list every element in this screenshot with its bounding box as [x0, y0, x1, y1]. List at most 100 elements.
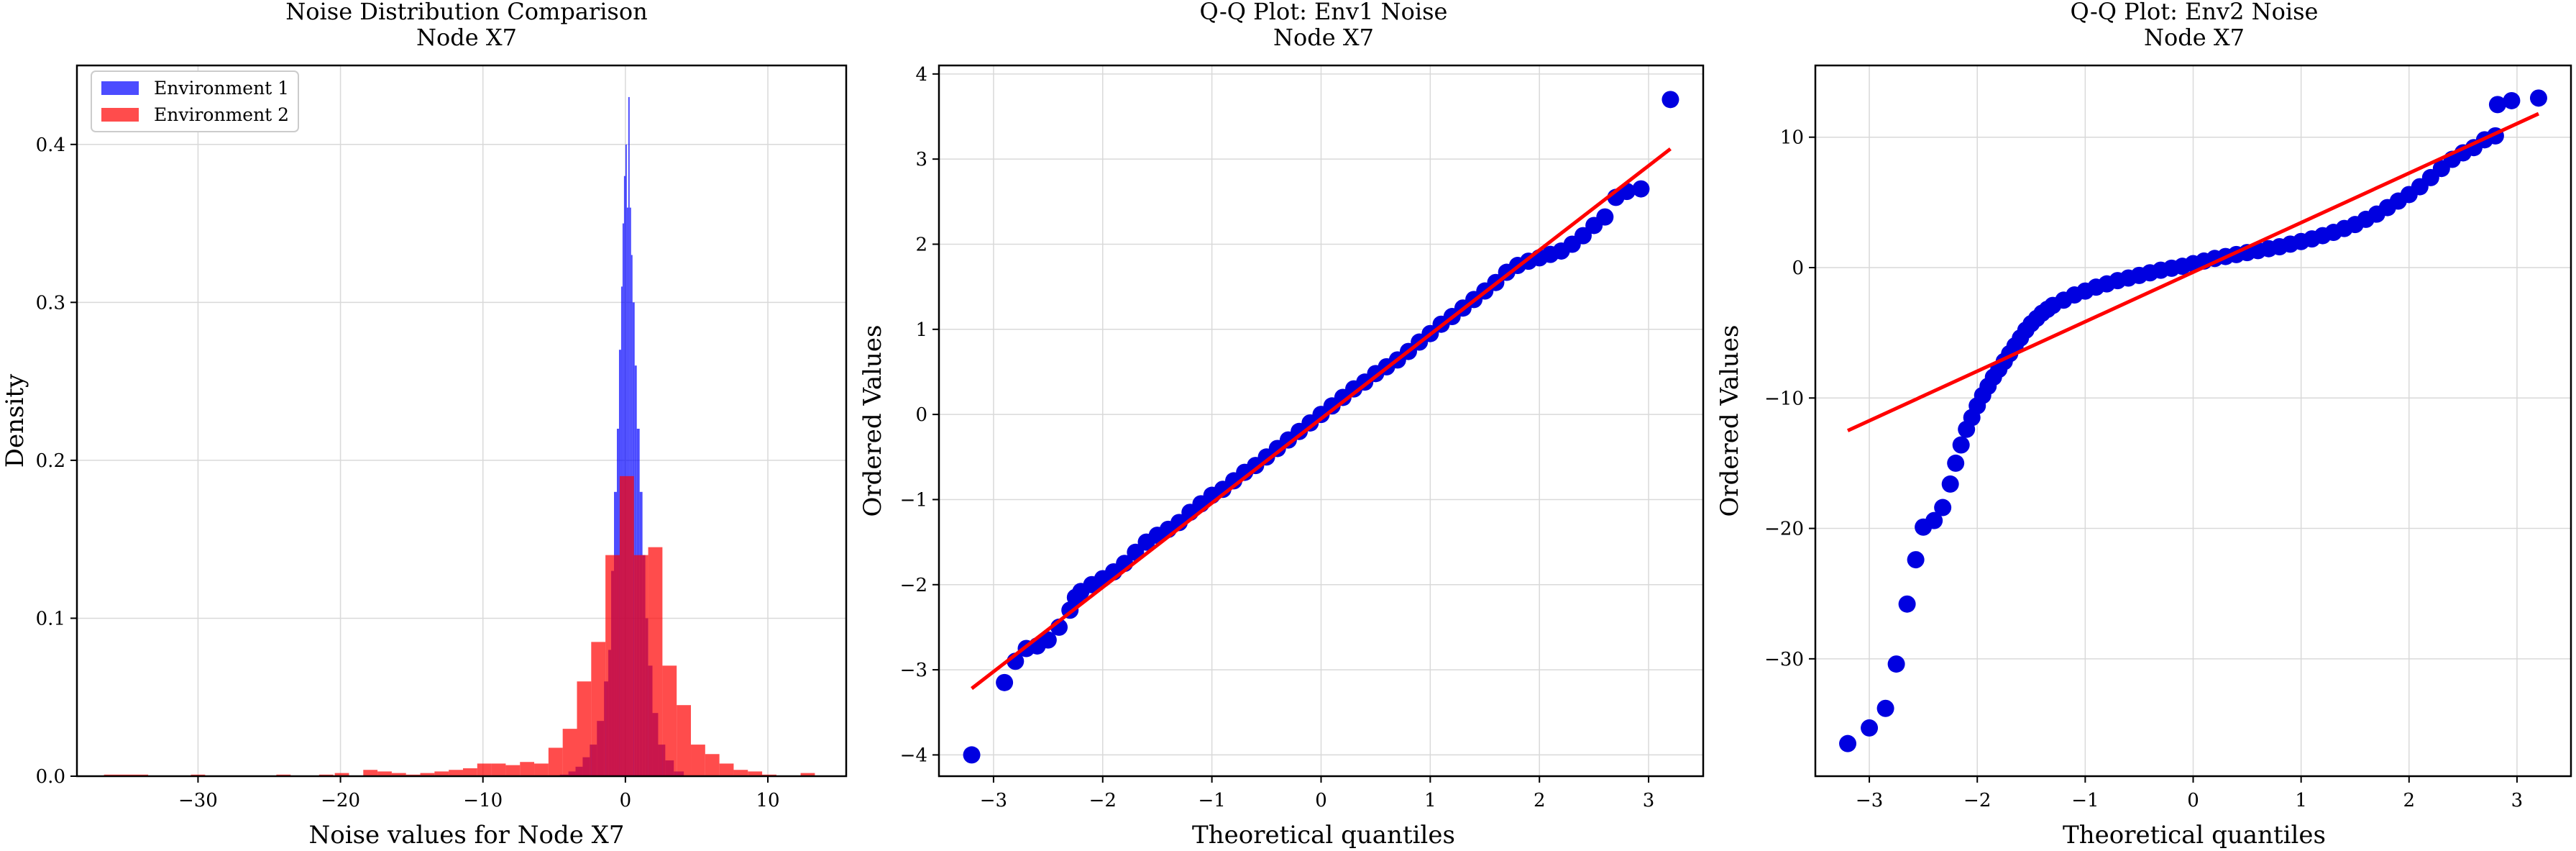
qq-point: [963, 746, 981, 764]
env2-bar: [591, 642, 606, 776]
env2-bar: [691, 745, 705, 776]
y-tick-label: −4: [900, 745, 927, 766]
legend-label-env2: Environment 2: [154, 104, 289, 125]
y-tick-label: −30: [1764, 649, 1804, 670]
histogram-title-line1: Noise Distribution Comparison: [285, 0, 647, 25]
x-tick-label: −10: [463, 790, 503, 811]
x-tick-label: 1: [2295, 790, 2307, 811]
y-tick-label: −1: [900, 489, 927, 511]
env2-bar: [520, 762, 535, 776]
env2-bar: [534, 763, 549, 776]
qq-reference-line: [1847, 112, 2539, 432]
x-tick-label: 2: [1534, 790, 1546, 811]
qq-point: [996, 673, 1014, 691]
env2-bar: [462, 768, 477, 776]
env2-bar: [719, 763, 734, 776]
env2-bar: [334, 773, 349, 776]
env2-bar: [648, 547, 663, 776]
y-axis-label: Density: [1, 373, 29, 468]
qq-point: [1941, 475, 1959, 493]
env2-bar: [505, 765, 521, 776]
legend: Environment 1 Environment 2: [91, 70, 299, 132]
y-tick-label: 0: [1792, 258, 1804, 279]
x-tick-label: −2: [1089, 790, 1117, 811]
y-tick-label: 0.3: [36, 292, 65, 314]
qq-point: [1632, 180, 1650, 198]
x-tick-label: −30: [178, 790, 218, 811]
qq-env2-panel: Q-Q Plot: Env2 Noise Node X7 −3 −2 −1 0 1 2 3−…: [1715, 0, 2572, 850]
y-axis-label: Ordered Values: [1715, 324, 1744, 516]
qq-point: [1947, 454, 1965, 472]
x-axis-label: Theoretical quantiles: [2063, 821, 2326, 850]
y-tick-label: −3: [900, 660, 927, 681]
env2-bar: [449, 770, 463, 776]
env2-bar: [434, 771, 449, 776]
y-tick-label: 0.1: [36, 608, 65, 629]
qq-points: [963, 91, 1679, 764]
qq-env2-title-line1: Q-Q Plot: Env2 Noise: [2071, 0, 2319, 25]
env2-bar: [605, 555, 620, 776]
qq-point: [1898, 595, 1916, 613]
env2-bar: [677, 705, 692, 776]
env2-bar: [577, 681, 592, 776]
x-tick-label: 0: [1315, 790, 1327, 811]
env2-bar: [548, 747, 563, 776]
qq-points: [1839, 89, 2547, 752]
env2-bar: [377, 771, 392, 776]
y-tick-label: 0: [915, 404, 927, 426]
qq-reference-line: [971, 147, 1672, 691]
x-tick-label: 1: [1424, 790, 1436, 811]
x-axis-label: Theoretical quantiles: [1192, 821, 1455, 850]
legend-swatch-env2: [101, 108, 139, 122]
qq-point: [1596, 208, 1614, 226]
env2-bar: [748, 771, 763, 776]
qq-point: [1661, 91, 1679, 109]
legend-label-env1: Environment 1: [154, 78, 289, 99]
qq-point: [1925, 511, 1943, 529]
qq-env1-title-line1: Q-Q Plot: Env1 Noise: [1200, 0, 1448, 25]
env2-bar: [662, 665, 677, 776]
qq-point: [1574, 227, 1592, 245]
qq-env1-panel: Q-Q Plot: Env1 Noise Node X7 −3 −2 −1 0 1 2 3 −…: [858, 0, 1705, 850]
qq-point: [1887, 655, 1905, 673]
qq-point: [1876, 699, 1894, 717]
ticks: −30 −20 −10 0 10 0.0 0.1 0.2 0.3 0.4: [36, 135, 780, 811]
qq-env1-title-line2: Node X7: [1273, 24, 1374, 51]
y-tick-label: 0.4: [36, 135, 65, 156]
histogram-panel: Noise Distribution Comparison Node X7 −3…: [1, 0, 848, 850]
qq-point: [2488, 96, 2506, 114]
qq-point: [1861, 719, 1879, 737]
y-tick-label: 3: [915, 149, 927, 170]
x-tick-label: −1: [1198, 790, 1225, 811]
x-tick-label: −20: [321, 790, 360, 811]
x-tick-label: −2: [1963, 790, 1991, 811]
env2-bar: [477, 763, 492, 776]
qq-point: [1839, 734, 1857, 752]
env2-bar: [491, 763, 506, 776]
x-tick-label: 0: [2187, 790, 2199, 811]
env2-bar: [562, 729, 577, 776]
axes-frame: [75, 64, 848, 778]
x-tick-label: 10: [756, 790, 779, 811]
qq-point: [1952, 436, 1970, 454]
y-tick-label: 1: [915, 319, 927, 341]
qq-point: [1907, 551, 1925, 569]
x-tick-label: −1: [2071, 790, 2099, 811]
env2-bar: [619, 475, 634, 776]
legend-swatch-env1: [101, 81, 139, 95]
qq-point: [1039, 631, 1057, 649]
env2-bar: [733, 770, 748, 776]
points: [963, 91, 1679, 764]
env2-bar: [363, 770, 378, 776]
qq-point: [2529, 89, 2547, 107]
x-tick-label: 3: [2511, 790, 2524, 811]
x-tick-label: 3: [1643, 790, 1655, 811]
env2-bar: [633, 555, 648, 776]
x-tick-label: −3: [980, 790, 1007, 811]
env1-bar: [625, 144, 627, 776]
env2-bar: [800, 773, 815, 776]
ticks: −3 −2 −1 0 1 2 3 −4 −3 −2 −1 0 1 2 3 4: [900, 64, 1655, 811]
y-axis-label: Ordered Values: [858, 324, 887, 516]
